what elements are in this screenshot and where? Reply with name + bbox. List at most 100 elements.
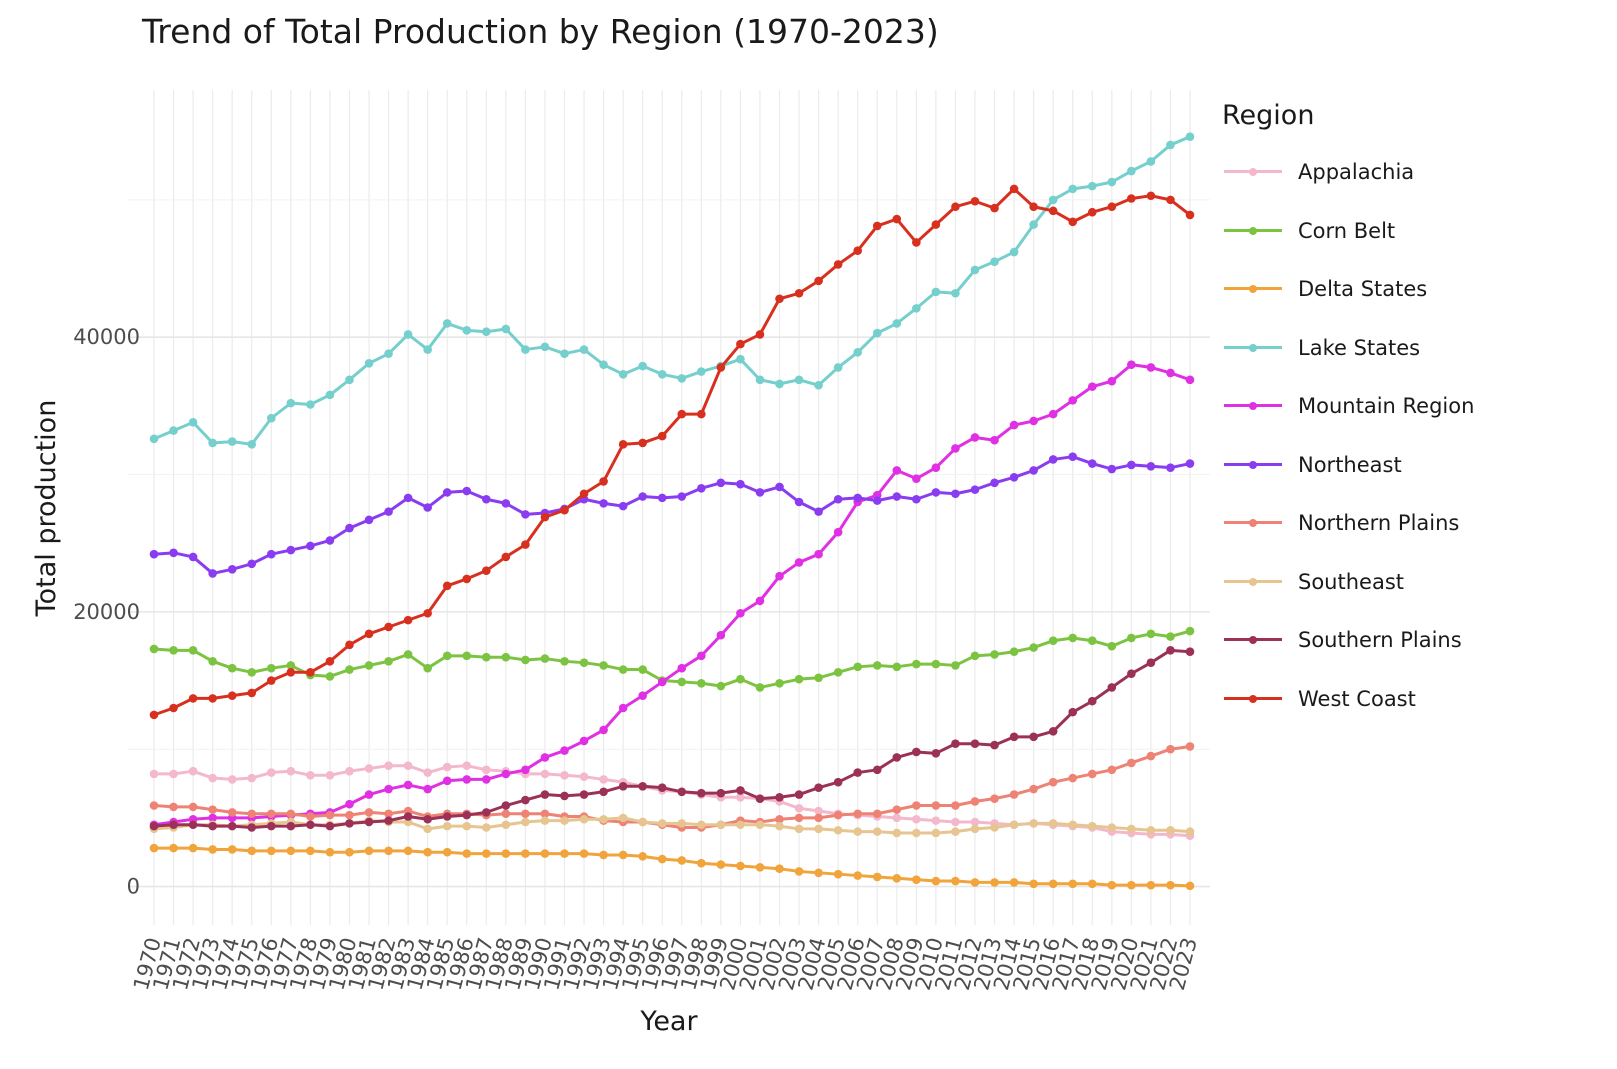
data-point-lake-states	[540, 342, 550, 352]
data-point-northeast	[403, 493, 413, 503]
data-point-lake-states	[990, 257, 999, 266]
data-point-lake-states	[482, 327, 491, 337]
data-point-delta-states	[208, 845, 217, 854]
data-point-corn-belt	[442, 651, 452, 661]
data-point-west-coast	[951, 202, 960, 212]
data-point-lake-states	[775, 379, 784, 389]
data-point-lake-states	[521, 345, 530, 354]
data-point-southern-plains	[716, 788, 726, 798]
data-point-northeast	[247, 559, 257, 569]
data-point-appalachia	[560, 771, 569, 780]
data-point-delta-states	[1029, 879, 1038, 889]
data-point-northeast	[1068, 452, 1078, 461]
data-point-northeast	[599, 499, 608, 508]
legend-item-corn-belt: Corn Belt	[1222, 202, 1474, 261]
data-point-northern-plains	[227, 808, 237, 817]
legend-label: West Coast	[1298, 686, 1416, 711]
data-point-west-coast	[755, 330, 765, 339]
data-point-lake-states	[736, 354, 745, 364]
data-point-northeast	[501, 499, 511, 508]
data-point-southeast	[872, 827, 882, 836]
data-point-northeast	[462, 486, 472, 496]
data-point-lake-states	[1068, 184, 1078, 194]
data-point-delta-states	[403, 846, 413, 856]
data-point-corn-belt	[853, 662, 862, 672]
data-point-mountain-region	[990, 435, 999, 445]
data-point-appalachia	[482, 765, 491, 775]
legend-swatch	[1220, 689, 1286, 709]
data-point-northeast	[188, 552, 198, 562]
data-point-lake-states	[892, 319, 902, 328]
data-point-west-coast	[638, 438, 647, 448]
data-point-appalachia	[266, 768, 276, 777]
data-point-northeast	[306, 541, 315, 551]
data-point-southern-plains	[638, 781, 647, 791]
data-point-southeast	[599, 814, 608, 824]
data-point-northern-plains	[1185, 742, 1195, 751]
data-point-corn-belt	[579, 658, 589, 667]
data-point-corn-belt	[1068, 633, 1078, 643]
data-point-mountain-region	[521, 765, 530, 775]
data-point-delta-states	[872, 872, 882, 882]
data-point-west-coast	[247, 688, 257, 698]
data-point-corn-belt	[872, 661, 882, 670]
data-point-west-coast	[853, 246, 862, 255]
data-point-southern-plains	[1185, 647, 1195, 657]
data-point-lake-states	[657, 369, 667, 379]
data-point-lake-states	[403, 330, 413, 339]
data-point-corn-belt	[794, 674, 804, 684]
legend-swatch	[1220, 162, 1286, 182]
data-point-southeast	[990, 823, 999, 832]
data-point-northern-plains	[1029, 784, 1038, 794]
data-point-appalachia	[462, 761, 472, 770]
data-point-west-coast	[1048, 206, 1058, 216]
data-point-northeast	[970, 485, 980, 494]
data-point-delta-states	[833, 869, 843, 879]
data-point-appalachia	[970, 817, 980, 827]
data-point-southeast	[951, 827, 960, 836]
data-point-appalachia	[931, 816, 941, 825]
data-point-mountain-region	[833, 527, 843, 537]
data-point-corn-belt	[1185, 626, 1195, 636]
data-point-southern-plains	[657, 783, 667, 792]
data-point-southern-plains	[188, 820, 198, 830]
data-point-corn-belt	[384, 657, 393, 666]
data-point-corn-belt	[931, 659, 941, 669]
data-point-northern-plains	[286, 809, 296, 819]
data-point-lake-states	[794, 375, 804, 385]
data-point-southeast	[579, 814, 589, 824]
data-point-lake-states	[462, 326, 472, 335]
data-point-southern-plains	[755, 794, 765, 803]
data-point-lake-states	[149, 434, 159, 444]
data-point-southern-plains	[364, 817, 374, 827]
data-point-delta-states	[794, 867, 804, 876]
data-point-northern-plains	[384, 809, 393, 819]
data-point-west-coast	[345, 640, 354, 650]
data-point-delta-states	[188, 843, 198, 853]
data-point-west-coast	[970, 196, 980, 206]
data-point-northern-plains	[540, 809, 550, 819]
data-point-northeast	[384, 507, 393, 516]
data-point-west-coast	[325, 657, 335, 666]
series-west-coast	[149, 184, 1195, 720]
data-point-southern-plains	[306, 820, 315, 830]
data-point-northern-plains	[521, 809, 530, 819]
data-point-appalachia	[384, 761, 393, 770]
data-point-appalachia	[227, 775, 237, 784]
data-point-west-coast	[794, 288, 804, 298]
data-point-southern-plains	[599, 787, 608, 797]
data-point-delta-states	[990, 878, 999, 887]
data-point-lake-states	[872, 328, 882, 338]
data-point-corn-belt	[521, 655, 530, 665]
data-point-west-coast	[442, 581, 452, 591]
data-point-southeast	[931, 828, 941, 838]
legend-label: Appalachia	[1298, 160, 1415, 185]
data-point-delta-states	[540, 849, 550, 858]
data-point-corn-belt	[755, 683, 765, 692]
data-point-southeast	[540, 816, 550, 825]
data-point-corn-belt	[1048, 636, 1058, 646]
data-point-delta-states	[814, 868, 823, 878]
data-point-northeast	[169, 548, 178, 558]
data-point-southern-plains	[384, 816, 393, 825]
data-point-appalachia	[540, 769, 550, 779]
